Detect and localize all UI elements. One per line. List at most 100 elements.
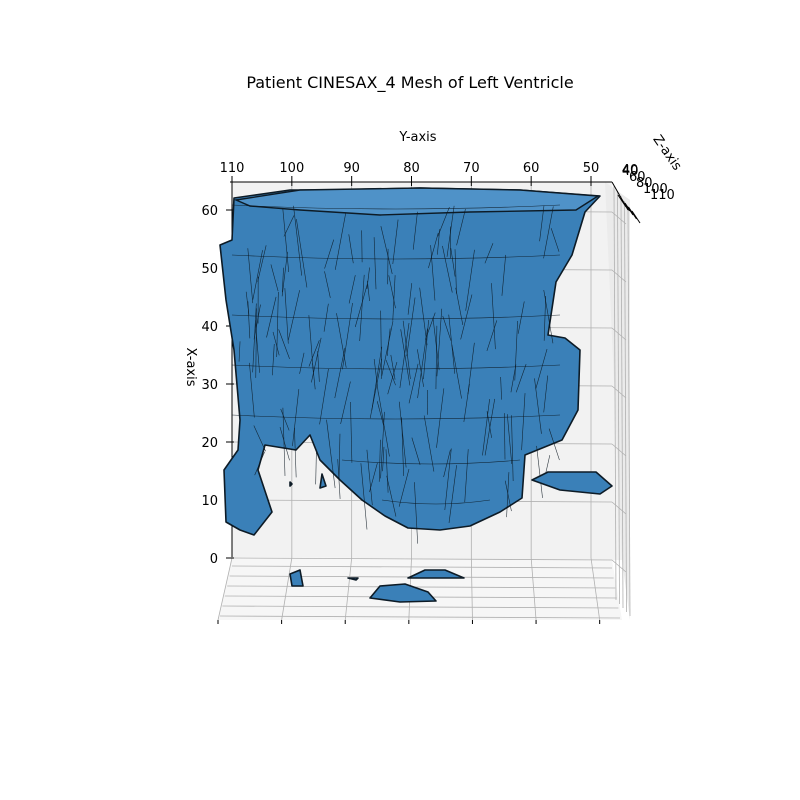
- mesh-edge: [414, 482, 418, 544]
- mesh-edge: [514, 320, 518, 381]
- mesh-edge: [486, 320, 498, 352]
- mesh-edge: [359, 274, 365, 342]
- y-tick-label: 70: [463, 161, 480, 176]
- y-tick-label: 40: [622, 163, 639, 178]
- y-tick-label: 60: [523, 161, 540, 176]
- mesh-edge: [254, 451, 265, 476]
- x-tick-label: 10: [201, 494, 218, 509]
- mesh-edge: [446, 205, 455, 257]
- mesh-edge: [387, 361, 398, 395]
- mesh-contour: [231, 364, 561, 370]
- mesh-edge: [521, 393, 526, 451]
- mesh-edge: [400, 329, 411, 386]
- mesh-edge: [517, 301, 525, 334]
- floor-grid-line: [217, 557, 233, 621]
- mesh-edge: [543, 206, 554, 259]
- mesh-edge: [425, 312, 436, 340]
- mesh-edge: [257, 245, 267, 282]
- mesh-edge: [334, 212, 347, 270]
- mesh-edge: [510, 364, 517, 393]
- mesh-edge: [272, 343, 275, 376]
- y-tick-label: 110: [220, 161, 245, 176]
- mesh-edge: [436, 388, 445, 448]
- z-tick-mark: [617, 194, 627, 208]
- side-grid-line: [617, 190, 620, 605]
- mesh-edge: [336, 313, 347, 368]
- mesh-edge: [278, 329, 290, 359]
- mesh-edge: [378, 439, 381, 482]
- mesh-edge: [501, 254, 506, 296]
- mesh-edge: [451, 344, 462, 399]
- mesh-contour: [231, 414, 561, 420]
- mesh-edge: [442, 245, 453, 293]
- side-grid-line: [620, 195, 624, 609]
- mesh-edge: [460, 294, 473, 340]
- x-axis-label: X-axis: [183, 348, 198, 387]
- mesh-edge: [326, 419, 336, 489]
- mesh-edge: [255, 308, 257, 378]
- mesh-edge: [543, 375, 549, 413]
- mesh-edge: [315, 452, 317, 485]
- mesh-edge: [385, 449, 389, 493]
- mesh-edge: [486, 411, 492, 438]
- mesh-edge: [373, 237, 377, 290]
- mesh-contour: [341, 459, 521, 465]
- mesh-edge: [283, 215, 295, 237]
- mesh-edge: [299, 352, 305, 374]
- mesh-fragment: [319, 473, 327, 489]
- floor-grid-line: [231, 565, 613, 569]
- mesh-edge: [423, 415, 435, 472]
- mesh-edge: [465, 249, 475, 311]
- mesh-contour: [231, 254, 561, 260]
- mesh-edge: [324, 271, 331, 298]
- mesh-edge: [323, 303, 329, 332]
- x-grid-line: [233, 557, 613, 561]
- mesh-edge: [402, 320, 411, 380]
- mesh-edge: [398, 468, 410, 507]
- mesh-edge: [550, 228, 560, 252]
- mesh-edge: [380, 226, 393, 274]
- mesh-edge: [443, 449, 451, 478]
- y-tick-label: 100: [279, 161, 304, 176]
- mesh-edge: [319, 368, 329, 425]
- mesh-contour: [231, 204, 561, 210]
- mesh-edge: [342, 302, 353, 370]
- x-tick-label: 20: [201, 436, 218, 451]
- mesh-edge: [506, 414, 513, 464]
- mesh-edge: [376, 401, 384, 426]
- mesh-edge: [484, 243, 494, 264]
- mesh-edge: [252, 303, 257, 373]
- mesh-edge: [253, 425, 266, 452]
- side-grid-line: [611, 385, 627, 399]
- chart-title: Patient CINESAX_4 Mesh of Left Ventricle: [246, 73, 573, 93]
- mesh-edge: [535, 348, 548, 389]
- z-tick-mark: [624, 202, 634, 216]
- x-tick-label: 50: [201, 262, 218, 277]
- x-tick-label: 40: [201, 320, 218, 335]
- mesh-edge: [467, 342, 475, 395]
- mesh-floor-fragment: [369, 583, 437, 603]
- mesh-edge: [386, 475, 397, 517]
- mesh-edge: [398, 401, 407, 468]
- mesh-edge: [442, 315, 452, 341]
- z-tick-label: 110: [650, 188, 675, 203]
- z-tick-label: 80: [636, 176, 653, 191]
- mesh-edge: [543, 289, 554, 344]
- mesh-edge: [247, 301, 251, 339]
- mesh-edge: [312, 363, 316, 390]
- side-grid-line: [624, 200, 627, 613]
- x-tick-label: 0: [210, 552, 218, 567]
- mesh-edge: [282, 208, 290, 273]
- mesh-edge: [348, 234, 354, 264]
- floor-grid-line: [590, 557, 601, 621]
- mesh-edge: [406, 297, 416, 357]
- mesh-edge: [407, 283, 413, 315]
- mesh-edge: [385, 359, 396, 386]
- mesh-floor-fragment: [407, 569, 465, 579]
- mesh-edge: [280, 408, 290, 431]
- mesh-edge: [369, 462, 378, 493]
- mesh-edge: [548, 428, 560, 461]
- mesh-edge: [266, 296, 277, 338]
- mesh-edge: [293, 205, 302, 276]
